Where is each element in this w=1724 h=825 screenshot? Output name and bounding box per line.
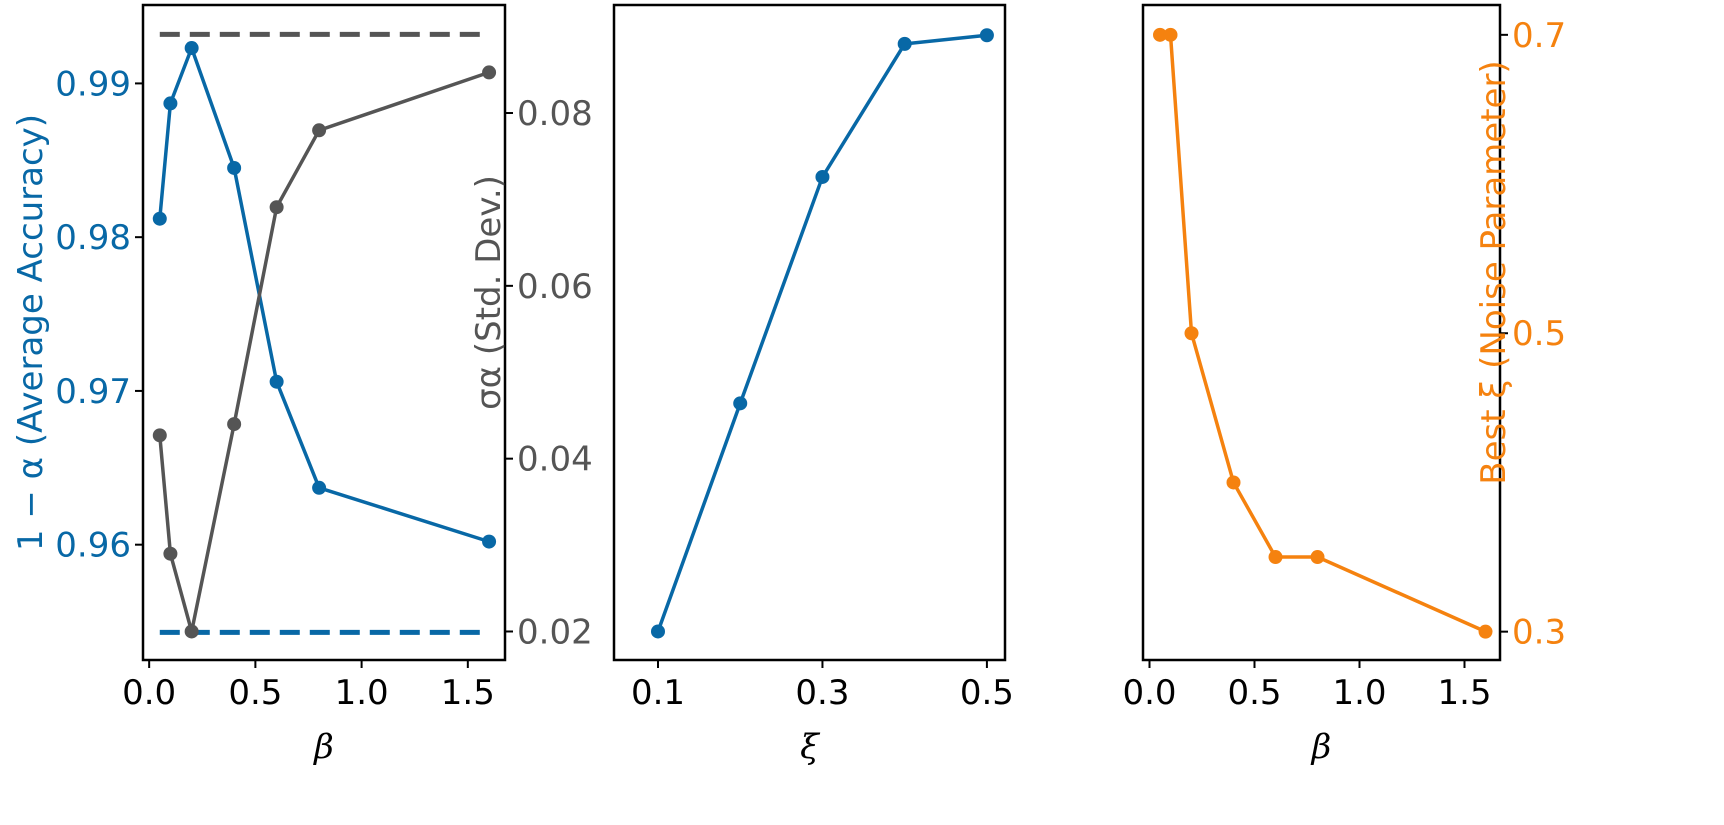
y-right-tick-label: 0.04 — [517, 440, 593, 480]
std_vs_xi-point — [815, 169, 830, 184]
std-line — [158, 70, 490, 632]
accuracy-point — [312, 480, 327, 495]
x-tick-label: 0.3 — [795, 673, 849, 713]
y-left-axis-label: 1 − α (Average Accuracy) — [11, 114, 51, 551]
x-tick-label: 1.5 — [1437, 673, 1491, 713]
axes-frame — [141, 3, 507, 662]
std-point — [184, 624, 199, 639]
best_xi-point — [1310, 550, 1325, 565]
best_xi-line — [1160, 33, 1487, 634]
best_xi-point — [1478, 624, 1493, 639]
std-point — [163, 546, 178, 561]
std_vs_xi-point — [979, 28, 994, 43]
panel-std-vs-xi: 0.1 0.3 0.5 ξ — [612, 3, 1014, 767]
accuracy-point — [152, 211, 167, 226]
best_xi-point — [1163, 27, 1178, 42]
y-right-tick-label: 0.06 — [517, 267, 593, 307]
x-tick-label: 0.0 — [1122, 673, 1176, 713]
y-right-axis-label: σα (Std. Dev.) — [469, 175, 509, 410]
axes-frame — [612, 3, 1007, 662]
y-right-tick-label: 0.5 — [1512, 314, 1566, 354]
y-left-tick-label: 0.98 — [55, 218, 131, 258]
x-tick-label: 1.0 — [335, 673, 389, 713]
x-tick-label: 1.5 — [441, 673, 495, 713]
std-point — [482, 65, 497, 80]
best_xi-point — [1268, 550, 1283, 565]
x-axis-label: ξ — [800, 727, 821, 767]
y-right-tick-label: 0.08 — [517, 94, 593, 134]
std-point — [227, 417, 242, 432]
y-right-axis-label: Best ξ (Noise Parameter) — [1474, 60, 1514, 484]
best_xi-point — [1184, 326, 1199, 341]
x-axis-label: β — [1310, 727, 1332, 767]
accuracy-point — [163, 96, 178, 111]
y-left-tick-label: 0.96 — [55, 526, 131, 566]
x-tick-label: 0.5 — [228, 673, 282, 713]
best_xi-point — [1153, 27, 1168, 42]
x-tick-label: 1.0 — [1332, 673, 1386, 713]
best_xi-point — [1226, 475, 1241, 490]
panel-accuracy-vs-beta: 0.0 0.5 1.0 1.5 β 0.96 0.97 0.98 0.99 0.02 0.04 0.0… — [11, 3, 593, 767]
accuracy-line — [158, 42, 490, 544]
x-tick-label: 0.5 — [960, 673, 1014, 713]
std-point — [152, 428, 167, 443]
x-axis-label: β — [312, 727, 334, 767]
accuracy-point — [482, 534, 497, 549]
x-tick-label: 0.0 — [122, 673, 176, 713]
x-tick-label: 0.5 — [1227, 673, 1281, 713]
accuracy-point — [184, 41, 199, 56]
y-right-tick-label: 0.02 — [517, 612, 593, 652]
y-right-tick-label: 0.3 — [1512, 613, 1566, 653]
std_vs_xi-point — [733, 396, 748, 411]
std-point — [312, 123, 327, 138]
x-tick-label: 0.1 — [631, 673, 685, 713]
std_vs_xi-line — [656, 33, 988, 633]
y-left-tick-label: 0.99 — [55, 64, 131, 104]
std_vs_xi-point — [650, 624, 665, 639]
y-right-tick-label: 0.7 — [1512, 16, 1566, 56]
accuracy-point — [227, 160, 242, 175]
std-point — [269, 200, 284, 215]
accuracy-point — [269, 374, 284, 389]
y-left-tick-label: 0.97 — [55, 372, 131, 412]
std_vs_xi-point — [897, 36, 912, 51]
